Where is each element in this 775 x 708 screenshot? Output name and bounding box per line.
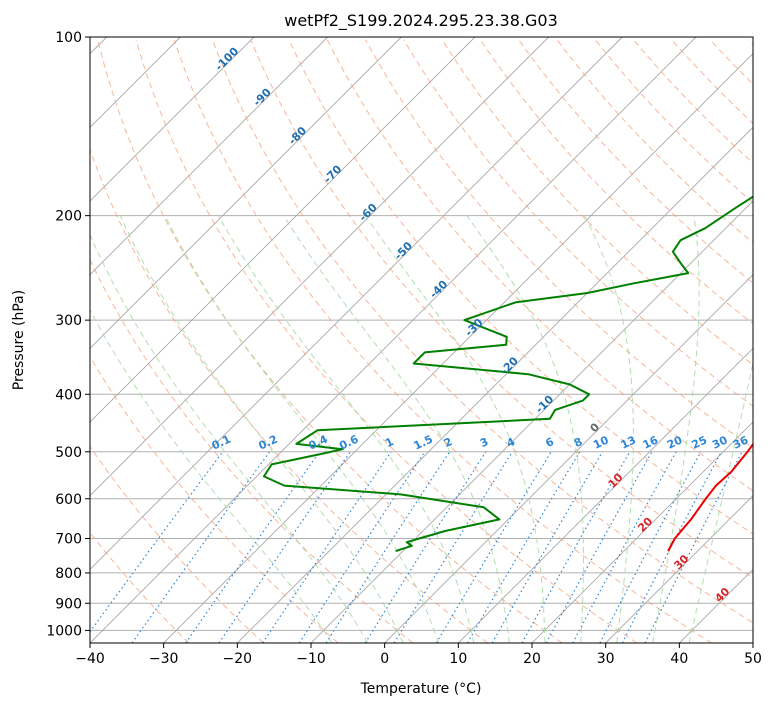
x-axis-label: Temperature (°C) (360, 681, 482, 697)
x-tick-label: 30 (597, 651, 615, 667)
isotherm-line (90, 37, 328, 276)
mixing-ratio-line (435, 451, 552, 643)
moist-adiabat-line (119, 215, 404, 643)
mixing-ratio-label: 36 (731, 433, 751, 451)
isotherm-line (90, 37, 255, 202)
x-tick-label: −20 (223, 651, 253, 667)
y-tick-label: 700 (55, 532, 82, 548)
isotherm-line (90, 37, 623, 570)
y-tick-label: 800 (55, 566, 82, 582)
y-tick-label: 400 (55, 387, 82, 403)
x-tick-label: 10 (449, 651, 467, 667)
mixing-ratio-line (364, 451, 487, 643)
x-tick-label: 0 (380, 651, 389, 667)
plot-frame (89, 36, 754, 644)
y-tick-label: 900 (55, 596, 82, 612)
moist-adiabat-line (90, 233, 369, 643)
dry-adiabat-line (288, 39, 753, 535)
y-tick-label: 600 (55, 492, 82, 508)
mixing-ratio-label: 16 (641, 433, 661, 451)
mixing-ratio-line (466, 451, 581, 643)
mixing-ratio-label: 20 (665, 433, 685, 451)
mixing-ratio-label: 25 (690, 434, 709, 452)
moist-adiabat-line (164, 215, 439, 643)
mixing-ratio-line (218, 451, 351, 643)
moist-adiabat-line (466, 215, 584, 643)
dry-adiabat-line (135, 39, 638, 643)
dry-adiabat-line (595, 39, 753, 204)
y-tick-label: 1000 (46, 623, 82, 639)
dry-adiabat-line (250, 39, 753, 579)
mixing-ratio-line (325, 451, 451, 643)
y-tick-label: 100 (55, 30, 82, 46)
dry-adiabat-line (326, 39, 753, 492)
plot-background (90, 37, 753, 643)
moist-adiabat-line (283, 215, 510, 643)
dewpoint-line (263, 195, 753, 553)
moist-adiabat-line (652, 215, 700, 643)
chart-title: wetPf2_S199.2024.295.23.38.G03 (284, 11, 558, 31)
mixing-ratio-line (298, 451, 426, 643)
moist-adiabat-line (90, 308, 333, 643)
isotherm-line (531, 421, 753, 643)
isotherm-line (237, 126, 753, 643)
x-tick-label: 20 (523, 651, 541, 667)
isotherm-line (90, 37, 476, 423)
mixing-ratio-line (599, 451, 702, 643)
mixing-ratio-line (185, 451, 321, 643)
isotherm-line (458, 347, 753, 643)
isotherm-line (384, 274, 753, 643)
isotherm-line (752, 642, 753, 643)
mixing-ratio-label: 13 (619, 433, 638, 451)
isotherm-line (605, 495, 753, 643)
y-axis-label: Pressure (hPa) (11, 290, 27, 390)
dry-adiabat-line (441, 39, 753, 366)
dry-adiabat-line (90, 445, 264, 643)
isotherm-line (163, 53, 753, 643)
mixing-ratio-label: 10 (591, 433, 611, 451)
isotherm-line (90, 37, 402, 349)
y-tick-label: 500 (55, 445, 82, 461)
x-tick-label: −40 (75, 651, 105, 667)
dry-adiabat-line (173, 39, 712, 643)
dry-adiabat-line (90, 531, 190, 643)
mixing-ratio-label: 30 (710, 433, 730, 451)
isotherm-line (90, 37, 549, 497)
mixing-ratio-line (572, 451, 677, 643)
dry-adiabat-line (365, 39, 753, 449)
mixing-ratio-line (393, 451, 513, 643)
mixing-ratio-line (262, 451, 392, 643)
temperature-line (667, 442, 753, 552)
moist-adiabat-line (364, 215, 546, 643)
y-tick-label: 200 (55, 209, 82, 225)
y-tick-label: 300 (55, 313, 82, 329)
x-tick-label: 50 (744, 651, 762, 667)
dry-adiabat-line (556, 39, 753, 244)
x-tick-label: −30 (149, 651, 179, 667)
moist-adiabat-line (583, 215, 634, 643)
dry-adiabat-line (480, 39, 753, 325)
dry-adiabat-line (212, 39, 753, 624)
x-tick-label: 40 (670, 651, 688, 667)
isotherm-line (90, 37, 697, 643)
x-tick-label: −10 (296, 651, 326, 667)
moist-adiabat-line (218, 215, 475, 643)
